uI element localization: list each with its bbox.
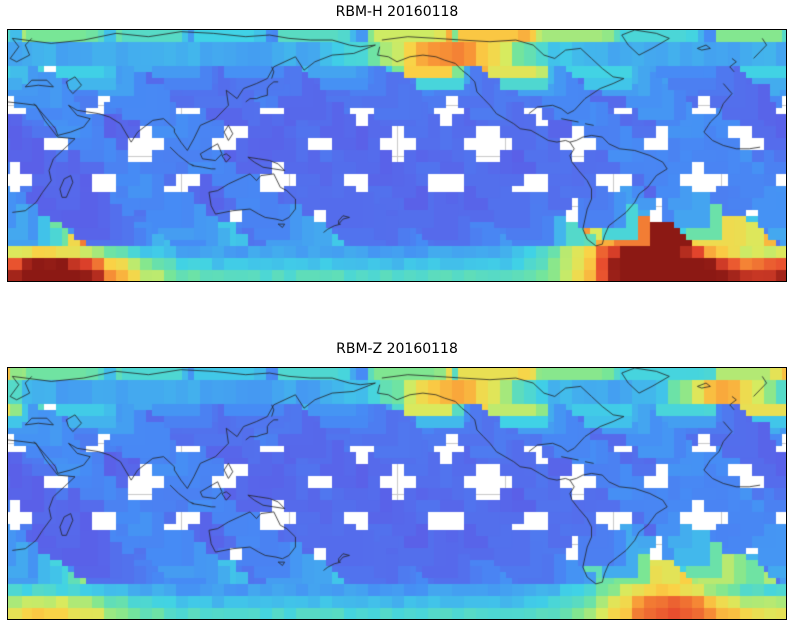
panel-title-rbm-h: RBM-H 20160118	[335, 4, 459, 20]
world-swath-map-rbm-h	[7, 29, 787, 282]
world-swath-map-rbm-z	[7, 367, 787, 620]
panel-title-rbm-z: RBM-Z 20160118	[336, 341, 458, 357]
